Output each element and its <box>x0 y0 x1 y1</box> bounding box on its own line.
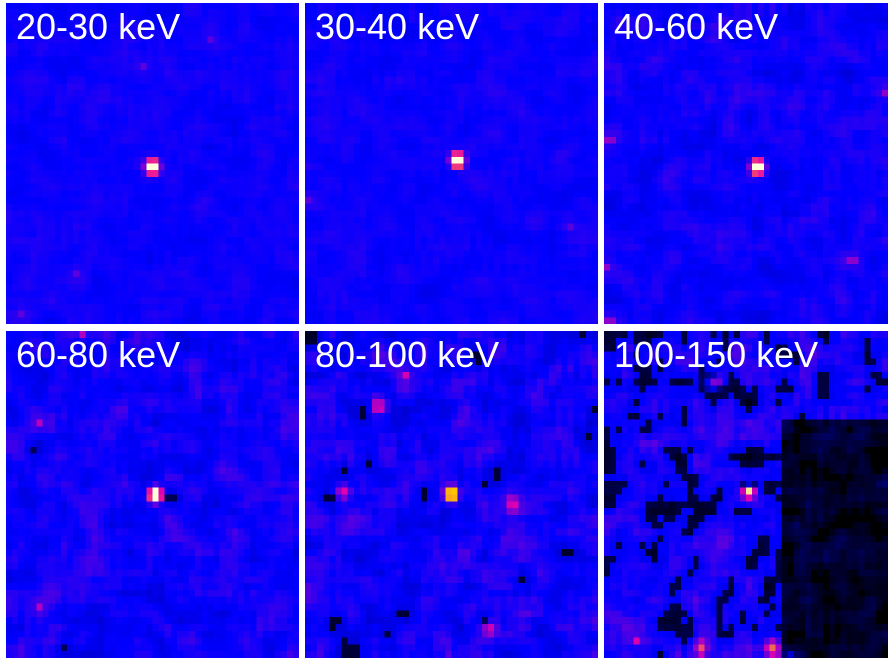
energy-label: 30-40 keV <box>315 6 480 47</box>
energy-label: 40-60 keV <box>614 6 779 47</box>
intensity-map <box>604 331 888 658</box>
energy-label: 80-100 keV <box>315 334 500 375</box>
energy-label: 60-80 keV <box>16 334 181 375</box>
energy-panel-40-60: 40-60 keV <box>604 3 888 324</box>
energy-panel-20-30: 20-30 keV <box>6 3 299 324</box>
energy-panel-30-40: 30-40 keV <box>305 3 598 324</box>
energy-panel-60-80: 60-80 keV <box>6 331 299 658</box>
intensity-map <box>6 3 299 324</box>
intensity-map <box>6 331 299 658</box>
intensity-map <box>305 3 598 324</box>
energy-panel-80-100: 80-100 keV <box>305 331 598 658</box>
intensity-map <box>305 331 598 658</box>
energy-label: 100-150 keV <box>614 334 819 375</box>
energy-panel-100-150: 100-150 keV <box>604 331 888 658</box>
energy-label: 20-30 keV <box>16 6 181 47</box>
intensity-map <box>604 3 888 324</box>
